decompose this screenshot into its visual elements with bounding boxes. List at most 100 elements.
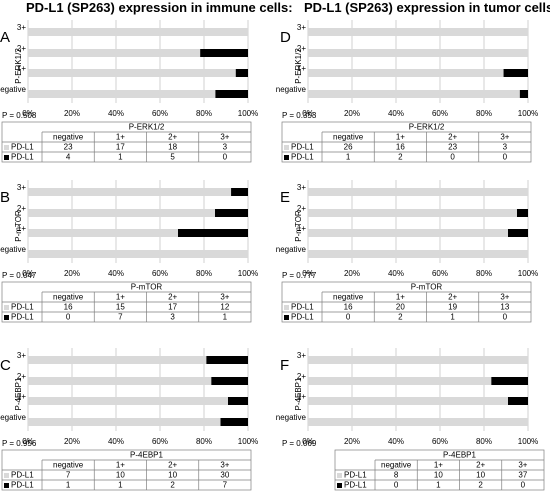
table-cell-f: 0 bbox=[521, 481, 526, 490]
table-col-header-c: negative bbox=[53, 461, 84, 470]
x-tick-label-e: 80% bbox=[476, 269, 492, 278]
bar-negative-c bbox=[28, 418, 221, 426]
table-cell-c: 10 bbox=[168, 471, 177, 480]
category-label-b: negative bbox=[0, 245, 27, 254]
p-value-c: P = 0.956 bbox=[2, 439, 37, 448]
chart-b: B P-mTOR 0% 20% 40% 60% 80% 100% negative 1+ 2+ 3+ P… bbox=[0, 180, 258, 323]
table-cell-c: 7 bbox=[223, 481, 228, 490]
x-tick-label-e: 20% bbox=[344, 269, 360, 278]
table-header-a: P-ERK1/2 bbox=[129, 123, 165, 132]
legend-swatch-f bbox=[337, 473, 342, 478]
table-cell-b: 1 bbox=[223, 313, 228, 322]
panel-f: F P-4EBP1 0% 20% 40% 60% 80% 100% negative 1+ 2+ 3+… bbox=[276, 338, 545, 498]
legend-swatch-b bbox=[4, 315, 9, 320]
table-cell-b: 12 bbox=[220, 303, 229, 312]
legend-swatch-e bbox=[284, 305, 289, 310]
category-label-e: negative bbox=[276, 245, 307, 254]
y-axis-label-e: P-mTOR bbox=[294, 210, 303, 242]
bar-negative-c bbox=[28, 377, 212, 385]
bar-negative-b bbox=[28, 229, 178, 237]
bar-positive-d bbox=[503, 69, 528, 77]
panel-e: E P-mTOR 0% 20% 40% 60% 80% 100% negative 1+ 2+ 3+ P… bbox=[276, 170, 545, 330]
table-col-header-f: 2+ bbox=[476, 461, 485, 470]
table-cell-c: 1 bbox=[66, 481, 71, 490]
table-col-header-c: 2+ bbox=[168, 461, 177, 470]
table-cell-b: 0 bbox=[66, 313, 71, 322]
x-tick-label-c: 100% bbox=[238, 437, 258, 446]
table-cell-d: 23 bbox=[448, 143, 457, 152]
table-cell-b: 7 bbox=[118, 313, 123, 322]
series-label-b: PD-L1 bbox=[11, 303, 34, 312]
table-col-header-a: 1+ bbox=[116, 133, 125, 142]
x-tick-label-f: 20% bbox=[344, 437, 360, 446]
table-col-header-f: negative bbox=[381, 461, 412, 470]
x-tick-label-d: 20% bbox=[344, 109, 360, 118]
y-axis-label-b: P-mTOR bbox=[14, 210, 23, 242]
p-value-f: P = 0.069 bbox=[282, 439, 317, 448]
bar-positive-e bbox=[508, 229, 528, 237]
table-header-d: P-ERK1/2 bbox=[409, 123, 445, 132]
table-cell-a: 1 bbox=[118, 153, 123, 162]
y-axis-label-f: P-4EBP1 bbox=[294, 377, 303, 410]
table-col-header-f: 3+ bbox=[518, 461, 527, 470]
bar-positive-a bbox=[215, 90, 248, 98]
legend-swatch-f bbox=[337, 483, 342, 488]
panel-letter-b: B bbox=[0, 189, 10, 206]
x-tick-label-a: 100% bbox=[238, 109, 258, 118]
table-cell-e: 0 bbox=[503, 313, 508, 322]
category-label-e: 2+ bbox=[297, 204, 306, 213]
chart-d: DP-ERK1/20% 20% 40% 60% 80% 100%negative1+2+3… bbox=[276, 20, 538, 163]
panel-letter-c: C bbox=[0, 357, 11, 374]
y-axis-label-a: P-ERK1/2 bbox=[14, 48, 23, 84]
category-label-b: 1+ bbox=[17, 224, 26, 233]
table-cell-c: 7 bbox=[66, 471, 71, 480]
bar-negative-d bbox=[308, 69, 504, 77]
x-tick-label-d: 0% bbox=[302, 109, 314, 118]
table-col-header-c: 1+ bbox=[116, 461, 125, 470]
x-tick-label-c: 40% bbox=[108, 437, 124, 446]
bar-negative-b bbox=[28, 209, 215, 217]
bar-negative-a bbox=[28, 49, 201, 57]
category-label-c: 1+ bbox=[17, 392, 26, 401]
table-cell-c: 2 bbox=[170, 481, 175, 490]
bar-negative-b bbox=[28, 188, 232, 196]
table-col-header-a: 2+ bbox=[168, 133, 177, 142]
bar-negative-b bbox=[28, 250, 248, 258]
category-label-c: 3+ bbox=[17, 351, 26, 360]
y-axis-label-d: P-ERK1/2 bbox=[294, 48, 303, 84]
table-header-e: P-mTOR bbox=[411, 283, 443, 292]
table-cell-e: 0 bbox=[346, 313, 351, 322]
table-cell-e: 13 bbox=[500, 303, 509, 312]
legend-swatch-e bbox=[284, 315, 289, 320]
category-label-a: negative bbox=[0, 85, 27, 94]
bar-negative-f bbox=[308, 356, 528, 364]
table-cell-f: 8 bbox=[394, 471, 399, 480]
table-cell-f: 10 bbox=[476, 471, 485, 480]
x-tick-label-a: 80% bbox=[196, 109, 212, 118]
panel-c: CP-4EBP10%20%40%60%80%100%negative1+2+3+… bbox=[0, 338, 265, 498]
bar-positive-b bbox=[215, 209, 248, 217]
series-label-c: PD-L1 bbox=[11, 481, 34, 490]
legend-swatch-d bbox=[284, 155, 289, 160]
x-tick-label-b: 0% bbox=[22, 269, 34, 278]
bar-negative-e bbox=[308, 229, 508, 237]
bar-negative-e bbox=[308, 188, 528, 196]
x-tick-label-b: 100% bbox=[238, 269, 258, 278]
category-label-d: negative bbox=[276, 85, 307, 94]
category-label-a: 1+ bbox=[17, 64, 26, 73]
bar-negative-c bbox=[28, 397, 228, 405]
table-cell-d: 26 bbox=[344, 143, 353, 152]
table-col-header-d: 2+ bbox=[448, 133, 457, 142]
table-col-header-e: 1+ bbox=[396, 293, 405, 302]
series-label-c: PD-L1 bbox=[11, 471, 34, 480]
bar-negative-d bbox=[308, 90, 520, 98]
table-col-header-c: 3+ bbox=[220, 461, 229, 470]
x-tick-label-b: 60% bbox=[152, 269, 168, 278]
legend-swatch-c bbox=[4, 483, 9, 488]
bar-negative-a bbox=[28, 28, 248, 36]
table-cell-f: 2 bbox=[478, 481, 483, 490]
x-tick-label-e: 60% bbox=[432, 269, 448, 278]
table-col-header-a: negative bbox=[53, 133, 84, 142]
table-header-f: P-4EBP1 bbox=[443, 451, 476, 460]
table-col-header-b: 2+ bbox=[168, 293, 177, 302]
